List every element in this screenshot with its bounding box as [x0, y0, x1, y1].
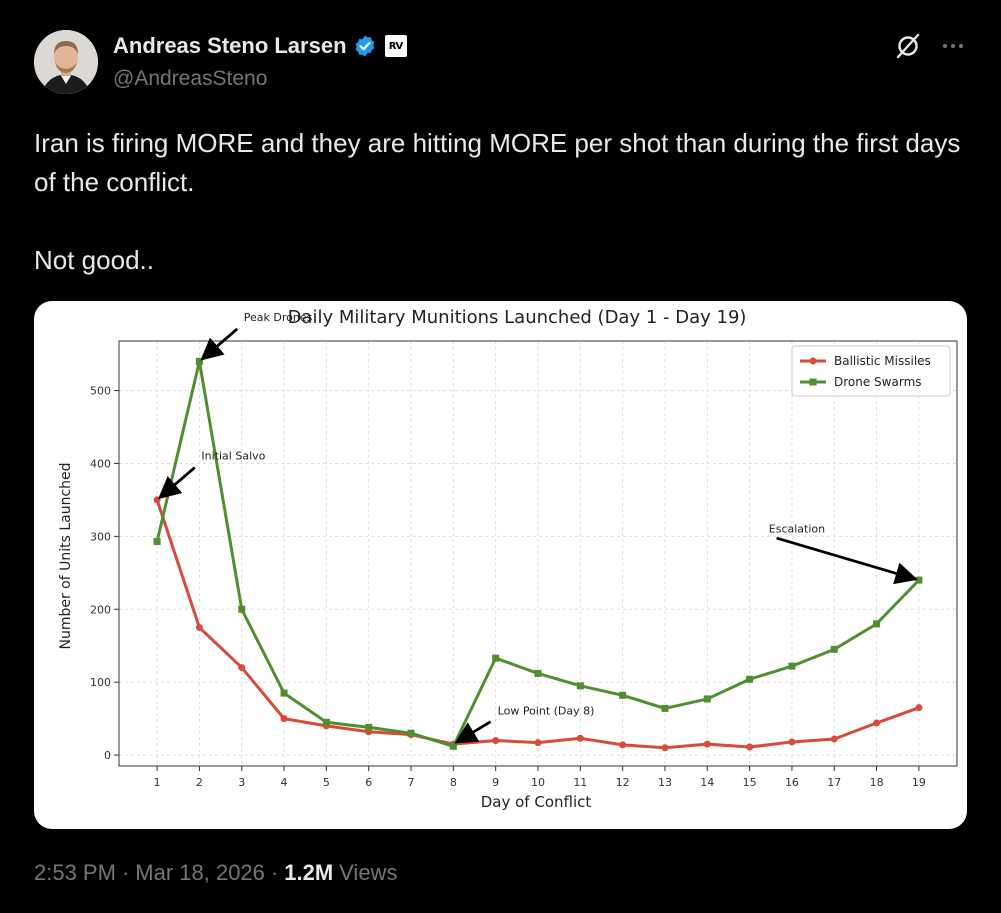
- data-point-drone: [238, 605, 246, 613]
- data-point-drone: [788, 662, 796, 670]
- grok-icon[interactable]: [894, 32, 922, 60]
- x-tick-label: 17: [827, 776, 841, 789]
- data-point-ballistic: [195, 623, 203, 631]
- data-point-drone: [915, 576, 923, 584]
- x-tick-label: 5: [323, 776, 330, 789]
- x-tick-label: 6: [365, 776, 372, 789]
- chart: 1 2 3 4 5 6 7 8 9 10 11 12 13 14 15 16 17 18 1901002003004…: [58, 307, 958, 811]
- author-handle[interactable]: @AndreasSteno: [113, 67, 268, 90]
- views-label: Views: [339, 860, 398, 885]
- data-point-ballistic: [280, 715, 288, 723]
- y-tick-label: 400: [90, 457, 111, 470]
- data-point-drone: [661, 704, 669, 712]
- data-point-drone: [576, 682, 584, 690]
- x-tick-label: 10: [531, 776, 545, 789]
- more-icon[interactable]: [940, 34, 966, 58]
- legend-marker-ballistic: [809, 357, 817, 365]
- x-tick-label: 7: [408, 776, 415, 789]
- annotation-label: Low Point (Day 8): [498, 705, 595, 718]
- footer-separator: ·: [270, 860, 279, 885]
- x-tick-label: 19: [912, 776, 926, 789]
- annotation-label: Escalation: [769, 522, 825, 535]
- legend-label-drone: Drone Swarms: [834, 375, 922, 389]
- y-tick-label: 200: [90, 603, 111, 616]
- data-point-drone: [619, 691, 627, 699]
- data-point-drone: [280, 689, 288, 697]
- data-point-ballistic: [746, 743, 754, 751]
- annotation-arrow: [200, 327, 239, 361]
- author-name-row: Andreas Steno Larsen RV: [113, 33, 407, 59]
- x-tick-label: 16: [785, 776, 799, 789]
- x-tick-label: 13: [658, 776, 672, 789]
- data-point-drone: [407, 729, 415, 737]
- y-tick-label: 300: [90, 530, 111, 543]
- annotation-label: Initial Salvo: [201, 449, 265, 462]
- data-point-drone: [153, 537, 161, 545]
- data-point-ballistic: [576, 734, 584, 742]
- data-point-drone: [365, 723, 373, 731]
- avatar-image: [34, 30, 98, 94]
- data-point-drone: [449, 742, 457, 750]
- tweet-time[interactable]: 2:53 PM: [34, 860, 116, 885]
- data-point-drone: [195, 357, 203, 365]
- annotation-arrow: [158, 466, 196, 500]
- author-display-name[interactable]: Andreas Steno Larsen: [113, 33, 347, 58]
- x-tick-label: 11: [573, 776, 587, 789]
- data-point-ballistic: [788, 738, 796, 746]
- annotation-label: Peak Drones: [244, 311, 313, 324]
- y-tick-label: 500: [90, 385, 111, 398]
- data-point-drone: [703, 695, 711, 703]
- x-tick-label: 9: [492, 776, 499, 789]
- data-point-drone: [534, 669, 542, 677]
- tweet-text: Iran is firing MORE and they are hitting…: [34, 124, 974, 280]
- x-tick-label: 18: [870, 776, 884, 789]
- data-point-ballistic: [915, 704, 923, 712]
- tweet-paragraph: Iran is firing MORE and they are hitting…: [34, 128, 961, 197]
- verified-badge-icon[interactable]: [353, 34, 377, 58]
- data-point-drone: [322, 718, 330, 726]
- y-tick-label: 0: [104, 749, 111, 762]
- x-tick-label: 4: [281, 776, 288, 789]
- x-tick-label: 12: [616, 776, 630, 789]
- data-point-ballistic: [153, 496, 161, 504]
- y-tick-label: 100: [90, 676, 111, 689]
- x-tick-label: 2: [196, 776, 203, 789]
- data-point-ballistic: [661, 744, 669, 752]
- x-tick-label: 1: [154, 776, 161, 789]
- x-tick-label: 3: [238, 776, 245, 789]
- tweet-paragraph: Not good..: [34, 245, 154, 275]
- views-count: 1.2M: [284, 860, 334, 885]
- chart-title: Daily Military Munitions Launched (Day 1…: [288, 307, 747, 328]
- tweet-footer: 2:53 PM · Mar 18, 2026 · 1.2M Views: [34, 860, 397, 886]
- data-point-ballistic: [492, 736, 500, 744]
- y-axis-label: Number of Units Launched: [58, 462, 74, 649]
- avatar[interactable]: [34, 30, 98, 94]
- data-point-drone: [492, 654, 500, 662]
- data-point-ballistic: [619, 741, 627, 749]
- tweet-media-chart[interactable]: 1 2 3 4 5 6 7 8 9 10 11 12 13 14 15 16 17 18 19 0 100 200 300 4…: [34, 301, 967, 829]
- annotation-arrow: [454, 720, 492, 744]
- data-point-ballistic: [534, 739, 542, 747]
- legend-marker-drone: [809, 378, 817, 386]
- data-point-ballistic: [238, 664, 246, 672]
- footer-separator: ·: [121, 860, 130, 885]
- data-point-drone: [746, 675, 754, 683]
- annotation-arrow: [776, 536, 918, 585]
- tweet-date[interactable]: Mar 18, 2026: [135, 860, 265, 885]
- data-point-ballistic: [830, 735, 838, 743]
- legend-box: [791, 345, 951, 397]
- data-point-drone: [830, 645, 838, 653]
- x-tick-label: 14: [700, 776, 714, 789]
- affiliate-badge-text: RV: [388, 40, 403, 52]
- data-point-ballistic: [873, 719, 881, 727]
- data-point-ballistic: [703, 740, 711, 748]
- affiliate-badge-icon[interactable]: RV: [384, 35, 407, 57]
- legend-label-ballistic: Ballistic Missiles: [834, 354, 931, 368]
- x-axis-label: Day of Conflict: [481, 793, 592, 811]
- data-point-drone: [873, 620, 881, 628]
- x-tick-label: 8: [450, 776, 457, 789]
- x-tick-label: 15: [743, 776, 757, 789]
